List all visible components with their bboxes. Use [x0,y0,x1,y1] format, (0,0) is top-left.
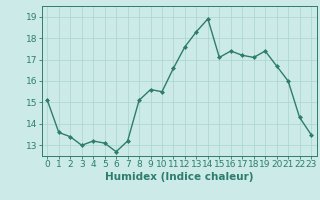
X-axis label: Humidex (Indice chaleur): Humidex (Indice chaleur) [105,172,253,182]
